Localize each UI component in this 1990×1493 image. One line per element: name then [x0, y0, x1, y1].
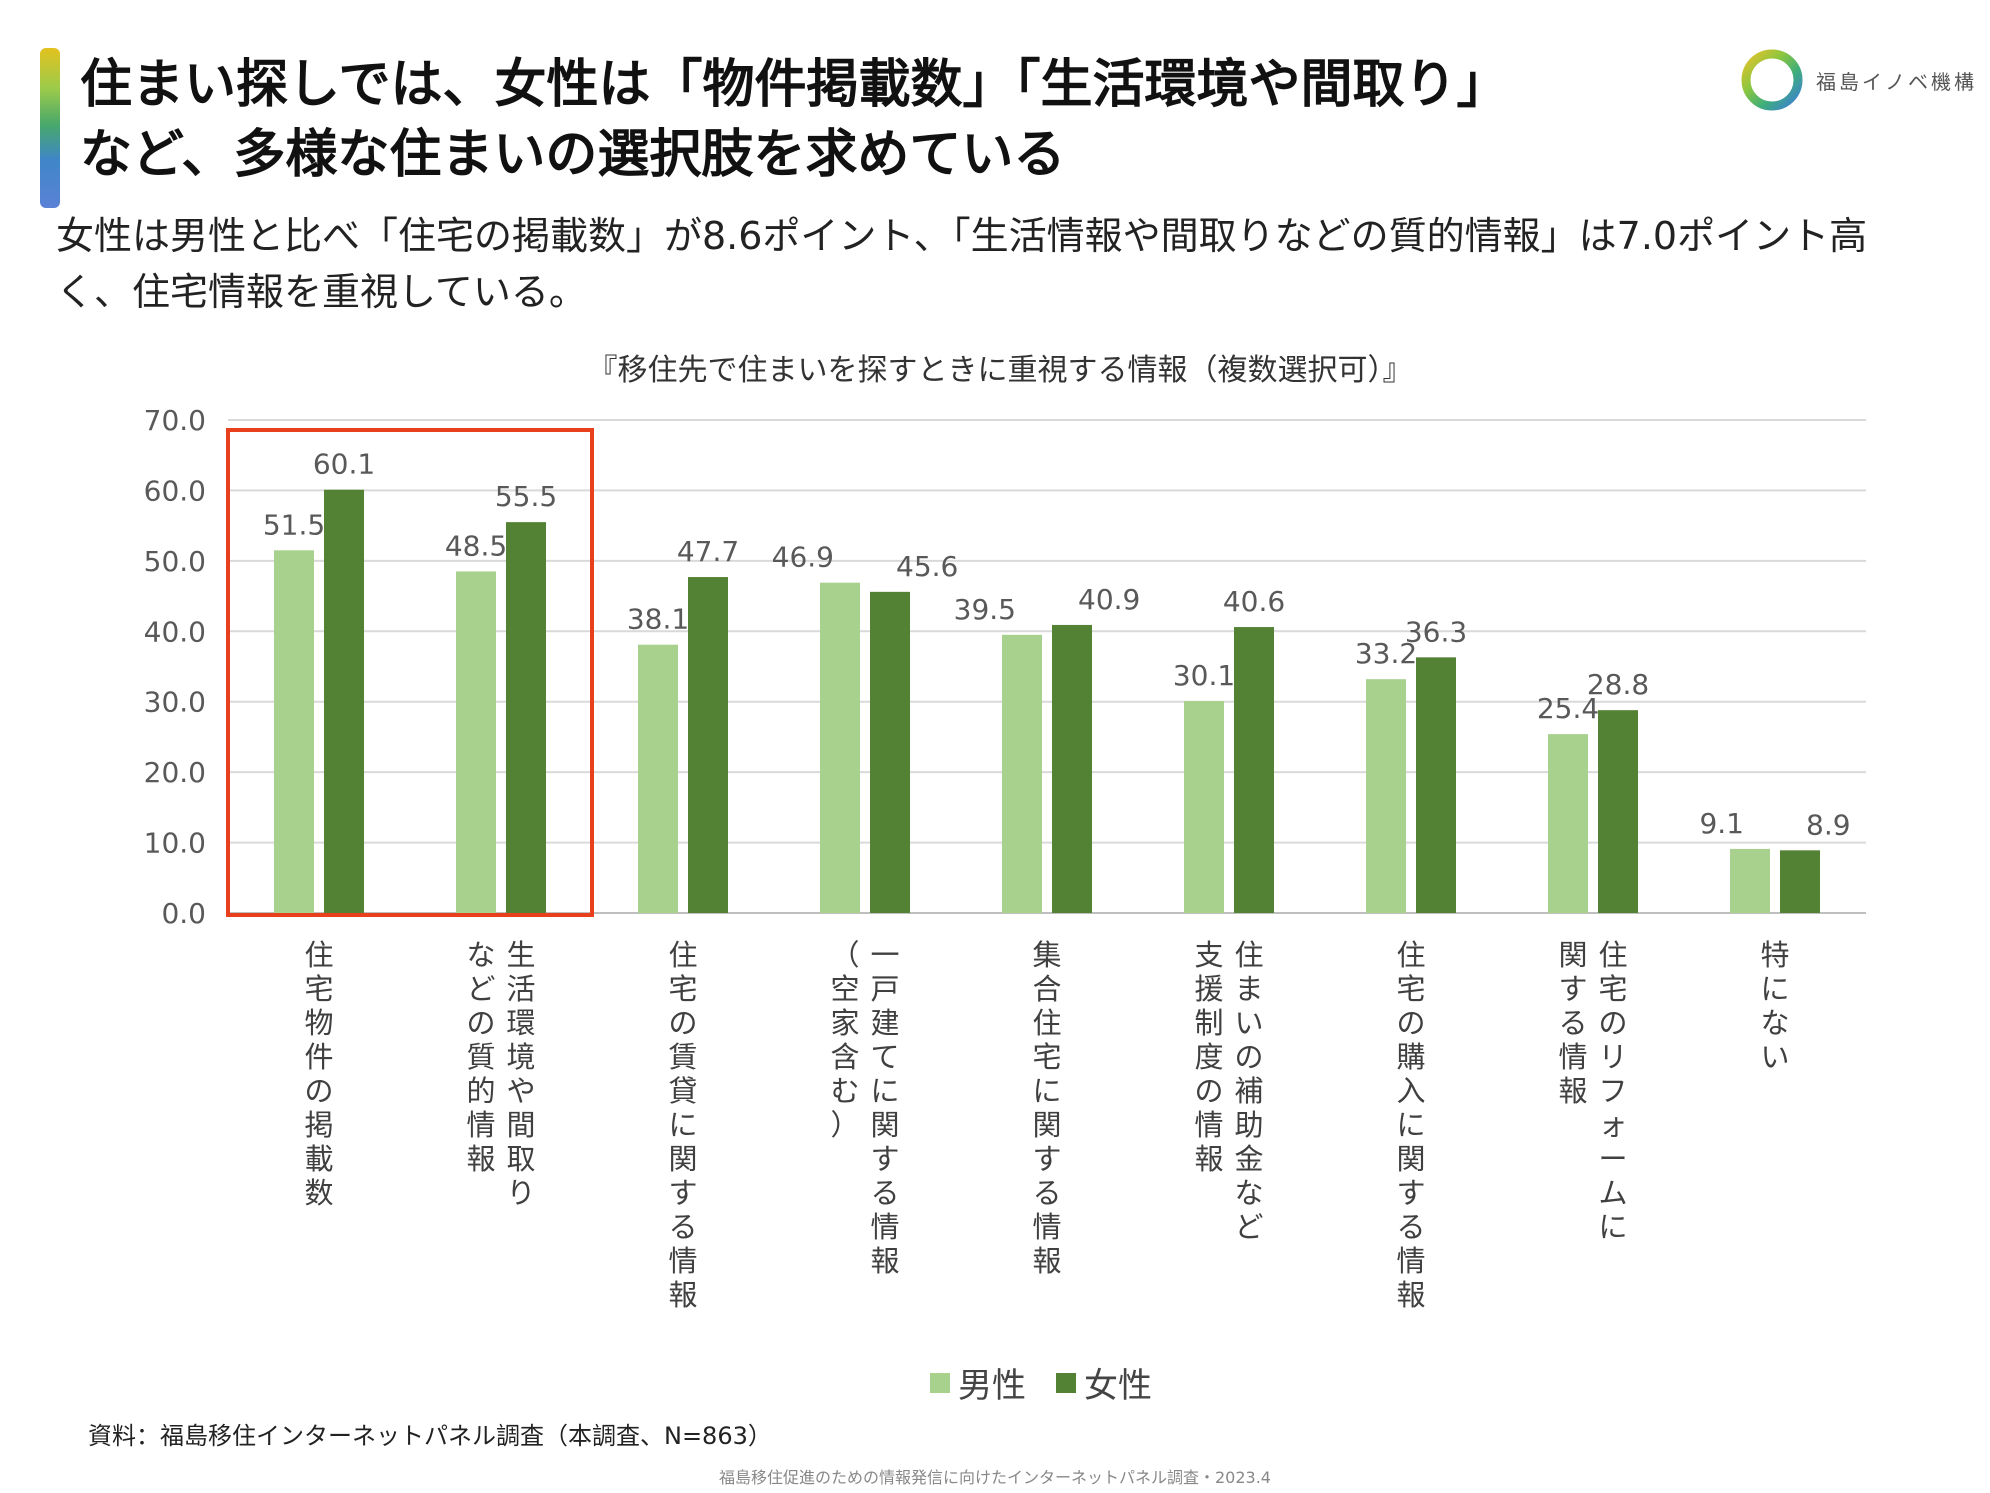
category-label: 生活環境や間取り	[506, 938, 535, 1210]
category-label: 関する情報	[1558, 938, 1587, 1108]
bar-male	[1366, 679, 1406, 913]
y-tick-label: 50.0	[144, 545, 206, 578]
category-label: 支援制度の情報	[1194, 938, 1223, 1176]
bar-female	[506, 522, 546, 913]
page-title-line-1: 住まい探しでは、女性は「物件掲載数」「生活環境や間取り」	[80, 55, 1509, 115]
data-label-male: 39.5	[954, 593, 1016, 626]
y-tick-label: 20.0	[144, 756, 206, 789]
legend-swatch-female	[1056, 1372, 1076, 1393]
page-title: 住まい探しでは、女性は「物件掲載数」「生活環境や間取り」 など、多様な住まいの選…	[80, 50, 1508, 190]
data-label-female: 47.7	[677, 535, 739, 568]
category-label: （空家含む）	[830, 938, 859, 1142]
bar-female	[1598, 710, 1638, 913]
logo-text: 福島イノベ機構	[1816, 70, 1977, 94]
category-label: 住宅の賃貸に関する情報	[668, 938, 697, 1312]
legend-label-female: 女性	[1084, 1366, 1152, 1406]
summary-text: 女性は男性と比べ「住宅の掲載数」が8.6ポイント、「生活情報や間取りなどの質的情…	[56, 214, 1868, 314]
legend-item-female: 女性	[1056, 1358, 1152, 1407]
category-label: 住宅の購入に関する情報	[1396, 938, 1425, 1312]
bar-male	[456, 571, 496, 913]
page-footer: 福島移住促進のための情報発信に向けたインターネットパネル調査・2023.4	[719, 1468, 1271, 1487]
data-label-male: 48.5	[445, 529, 507, 562]
bar-male	[638, 644, 678, 913]
data-label-female: 8.9	[1806, 808, 1851, 841]
bar-female	[1052, 624, 1092, 913]
category-label: 住宅物件の掲載数	[304, 938, 333, 1210]
data-label-female: 45.6	[896, 550, 958, 583]
source-note: 資料：福島移住インターネットパネル調査（本調査、N=863）	[88, 1422, 772, 1450]
category-label: 住まいの補助金など	[1234, 938, 1263, 1244]
category-label: 特にない	[1760, 938, 1789, 1074]
data-label-male: 9.1	[1699, 807, 1744, 840]
bar-female	[1416, 657, 1456, 913]
bar-female	[688, 577, 728, 913]
bar-male	[1184, 701, 1224, 913]
chart-legend: 男性 女性	[930, 1358, 1170, 1407]
bar-female	[324, 489, 364, 913]
legend-item-male: 男性	[930, 1358, 1026, 1407]
y-tick-label: 60.0	[144, 474, 206, 507]
y-tick-label: 10.0	[144, 827, 206, 860]
data-label-male: 51.5	[263, 508, 325, 541]
data-label-male: 30.1	[1173, 659, 1235, 692]
category-label: などの質的情報	[466, 938, 495, 1176]
y-tick-label: 40.0	[144, 615, 206, 648]
data-label-male: 25.4	[1537, 692, 1599, 725]
bar-male	[274, 550, 314, 913]
data-label-female: 60.1	[313, 448, 375, 481]
organization-logo: 福島イノベ機構	[1738, 44, 1978, 116]
data-label-male: 46.9	[772, 541, 834, 574]
bar-male	[1730, 848, 1770, 913]
data-label-female: 40.6	[1223, 585, 1285, 618]
category-label: 住宅のリフォームに	[1598, 938, 1627, 1244]
y-tick-label: 70.0	[144, 404, 206, 437]
logo-ring-icon	[1741, 49, 1803, 111]
title-accent-bar	[40, 48, 60, 208]
highlight-frame	[226, 428, 594, 917]
data-label-male: 33.2	[1355, 637, 1417, 670]
bar-male	[1002, 634, 1042, 913]
data-label-female: 36.3	[1405, 615, 1467, 648]
legend-swatch-male	[930, 1372, 950, 1393]
data-label-female: 28.8	[1587, 668, 1649, 701]
bar-male	[820, 582, 860, 913]
category-label: 一戸建てに関する情報	[870, 938, 899, 1278]
page-title-line-2: など、多様な住まいの選択肢を求めている	[80, 125, 1066, 185]
bar-chart: 『移住先で住まいを探すときに重視する情報（複数選択可）』 0.0 10.0 20.0…	[144, 353, 1866, 1312]
data-label-male: 38.1	[627, 603, 689, 636]
category-label: 集合住宅に関する情報	[1032, 938, 1061, 1278]
chart-title: 『移住先で住まいを探すときに重視する情報（複数選択可）』	[588, 353, 1413, 388]
bar-female	[1780, 850, 1820, 913]
legend-label-male: 男性	[958, 1366, 1026, 1406]
data-label-female: 40.9	[1078, 583, 1140, 616]
bar-female	[870, 591, 910, 913]
bar-male	[1548, 734, 1588, 913]
y-tick-label: 30.0	[144, 686, 206, 719]
bar-female	[1234, 627, 1274, 913]
y-tick-label: 0.0	[161, 897, 206, 930]
data-label-female: 55.5	[495, 480, 557, 513]
